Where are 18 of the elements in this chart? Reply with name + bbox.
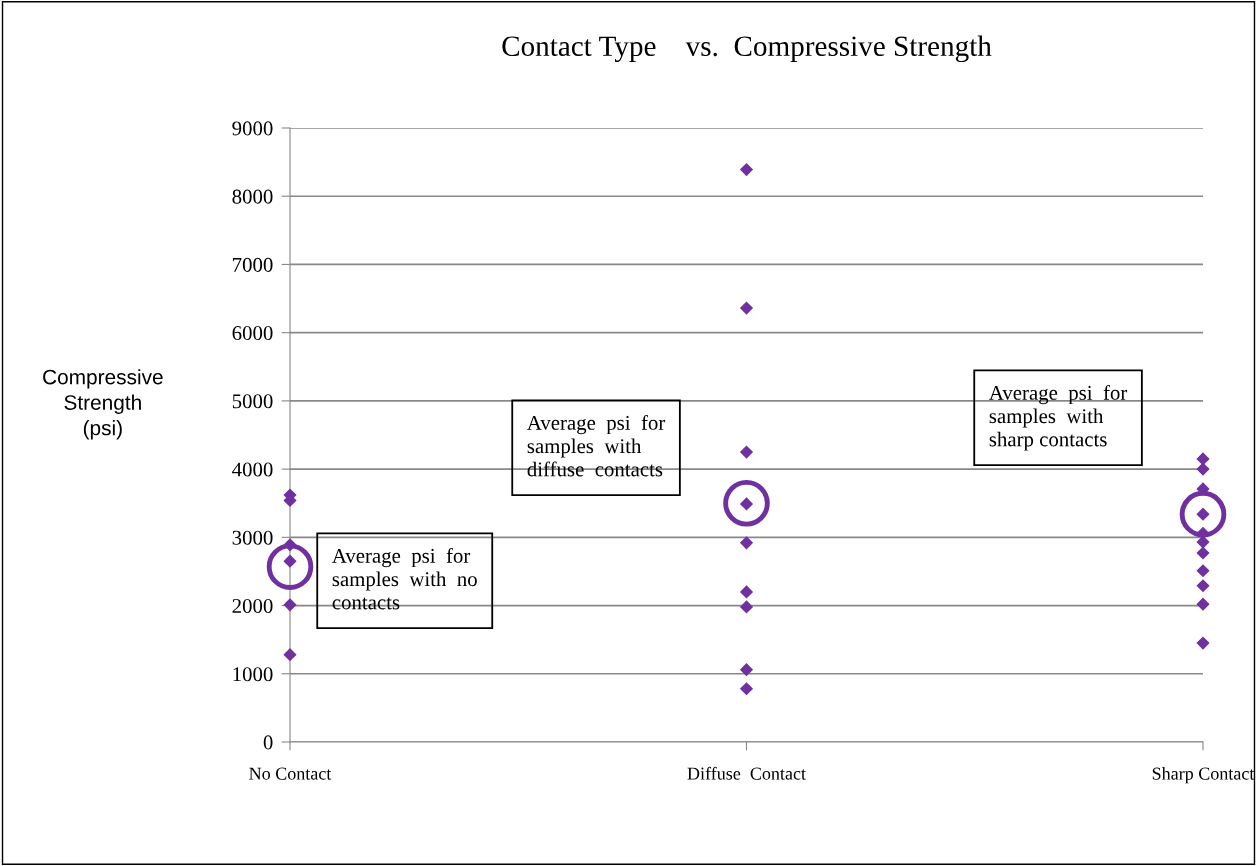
- y-tick-label: 7000: [233, 257, 273, 272]
- chart-title: Contact Type vs. Compressive Strength: [502, 35, 992, 63]
- annotation: Average psi for samples with diffuse contacts: [527, 415, 666, 477]
- annotation: Average psi for samples with no contacts: [332, 548, 477, 610]
- y-axis-title: Compressive Strength (psi): [43, 369, 163, 440]
- x-tick-label: Diffuse Contact: [687, 766, 806, 780]
- annotation: Average psi for samples with sharp contacts: [989, 385, 1128, 451]
- y-tick-label: 1000: [233, 667, 273, 682]
- y-tick-label: 5000: [232, 394, 273, 409]
- y-tick-label: 4000: [232, 462, 273, 477]
- y-tick-label: 2000: [232, 598, 273, 613]
- y-tick-label: 8000: [232, 189, 273, 204]
- y-tick-label: 0: [263, 735, 273, 750]
- x-tick-label: Sharp Contact: [1152, 767, 1255, 784]
- x-tick-label: No Contact: [249, 767, 332, 780]
- y-tick-label: 9000: [232, 121, 273, 136]
- y-tick-label: 3000: [232, 530, 273, 545]
- y-tick-label: 6000: [232, 326, 273, 341]
